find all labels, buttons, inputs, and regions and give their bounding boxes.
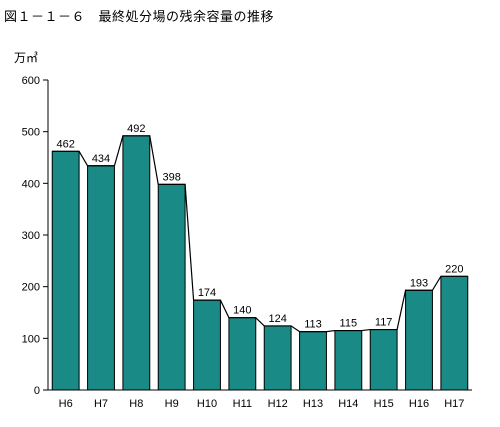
data-label-H17: 220 [445, 263, 463, 275]
x-tick-label-H6: H6 [59, 398, 73, 410]
bar-H9 [157, 183, 186, 391]
data-label-H7: 434 [92, 153, 110, 165]
bar-H8 [122, 135, 151, 391]
x-tick-label-H7: H7 [94, 398, 108, 410]
y-tick-label: 0 [34, 385, 40, 397]
bar-H13 [299, 331, 327, 391]
chart-connector-line [52, 135, 468, 333]
x-tick-label-H14: H14 [338, 398, 358, 410]
bar-H15 [369, 329, 398, 391]
x-tick-label-H15: H15 [374, 398, 394, 410]
chart-bars [51, 135, 469, 391]
x-tick-label-H11: H11 [233, 398, 252, 410]
data-label-H11: 140 [233, 305, 251, 317]
x-tick-label-H17: H17 [444, 398, 464, 410]
data-label-H12: 124 [268, 313, 286, 325]
bar-H16 [405, 289, 433, 391]
chart-labels: 462 H6 434 H7 492 H8 398 H9 174 H10 140 H11 124 H12 11… [56, 123, 464, 410]
connector-line [52, 135, 468, 333]
bar-H14 [334, 330, 363, 391]
y-tick-label: 100 [22, 333, 40, 345]
y-tick-label: 400 [22, 178, 40, 190]
y-tick-label: 500 [22, 127, 40, 139]
data-label-H10: 174 [198, 287, 216, 299]
y-tick-label: 600 [22, 75, 40, 87]
data-label-H13: 113 [304, 319, 322, 331]
bar-H10 [193, 299, 221, 391]
x-tick-label-H8: H8 [129, 398, 143, 410]
x-tick-label-H10: H10 [197, 398, 217, 410]
chart-title: 図１－１－６ 最終処分場の残余容量の推移 [4, 10, 275, 25]
data-label-H8: 492 [127, 123, 145, 135]
data-label-H14: 115 [340, 318, 358, 330]
bar-H11 [228, 317, 257, 391]
bar-H7 [87, 165, 115, 391]
data-label-H6: 462 [56, 138, 74, 150]
bar-H12 [263, 325, 292, 391]
y-tick-label: 300 [22, 230, 40, 242]
bar-H6 [51, 150, 80, 391]
bar-H17 [440, 275, 469, 391]
x-tick-label-H9: H9 [165, 398, 179, 410]
chart-axes: 万㎥ 0 100 200 300 400 500 600 [14, 51, 472, 397]
x-tick-label-H13: H13 [303, 398, 323, 410]
x-tick-label-H16: H16 [409, 398, 429, 410]
y-tick-label: 200 [22, 282, 40, 294]
data-label-H9: 398 [162, 171, 180, 183]
y-axis-unit-label: 万㎥ [14, 51, 38, 65]
data-label-H16: 193 [410, 277, 428, 289]
data-label-H15: 117 [375, 317, 393, 329]
x-tick-label-H12: H12 [268, 398, 288, 410]
